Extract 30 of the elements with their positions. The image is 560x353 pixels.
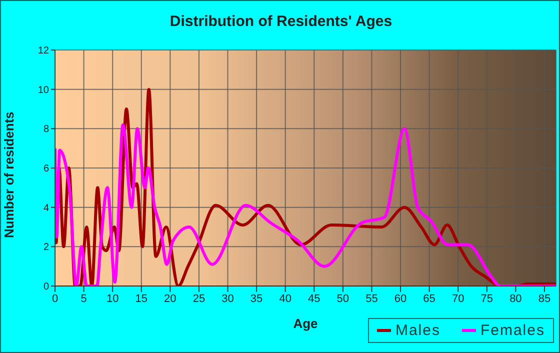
- y-tick-label: 6: [43, 164, 50, 175]
- x-tick-label: 35: [250, 292, 263, 305]
- x-tick-label: 10: [106, 292, 119, 305]
- y-tick-label: 8: [43, 124, 50, 136]
- y-tick-label: 12: [38, 46, 50, 57]
- legend-label: Females: [480, 322, 545, 339]
- legend-label: Males: [395, 322, 440, 339]
- x-axis-title: Age: [293, 316, 318, 331]
- x-tick-label: 65: [423, 292, 436, 305]
- x-tick-label: 70: [452, 292, 464, 305]
- chart-title: Distribution of Residents' Ages: [168, 13, 394, 30]
- y-axis-title: Number of residents: [2, 112, 17, 238]
- x-tick-label: 30: [222, 292, 234, 305]
- x-tick-label: 5: [80, 292, 87, 305]
- y-tick-label: 4: [43, 202, 50, 214]
- y-tick-label: 10: [38, 84, 50, 96]
- y-tick-label: 0: [43, 282, 50, 293]
- x-tick-label: 0: [52, 292, 58, 305]
- x-tick-label: 15: [135, 292, 148, 305]
- x-tick-label: 85: [538, 292, 551, 305]
- y-tick-label: 2: [43, 242, 50, 254]
- x-tick-label: 20: [164, 292, 176, 305]
- x-tick-label: 80: [510, 292, 522, 305]
- x-tick-label: 60: [394, 292, 407, 305]
- x-tick-label: 50: [336, 292, 350, 305]
- x-tick-label: 55: [366, 292, 378, 305]
- x-tick-label: 75: [480, 292, 494, 305]
- x-tick-label: 40: [279, 292, 292, 305]
- x-tick-label: 45: [308, 292, 320, 305]
- x-tick-label: 25: [192, 292, 206, 305]
